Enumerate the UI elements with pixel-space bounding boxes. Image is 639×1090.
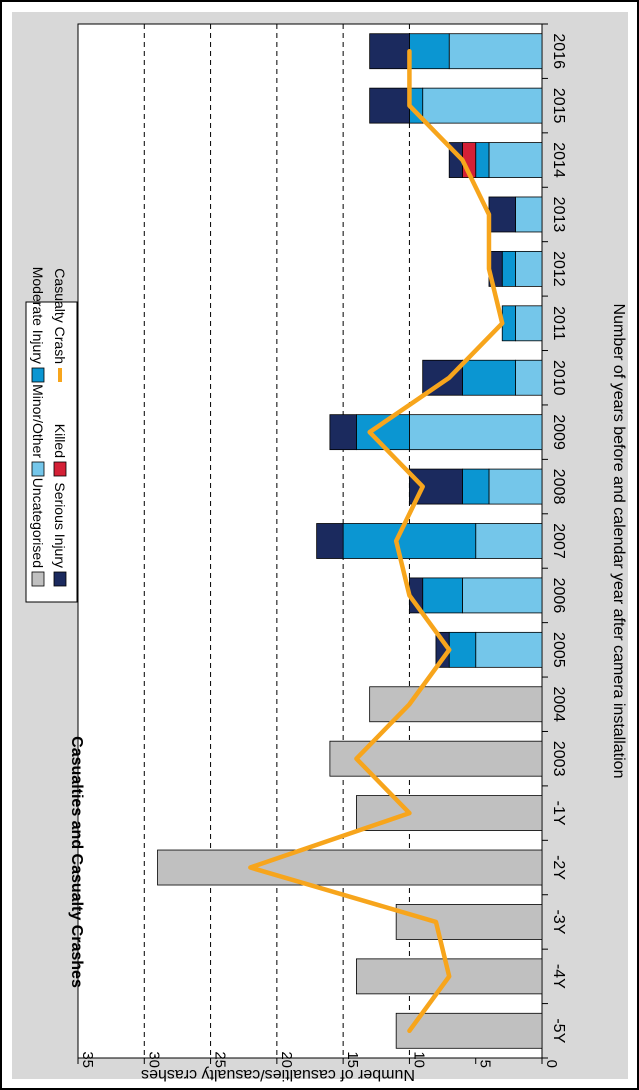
x-tick-label: 2012	[550, 251, 567, 287]
x-tick-label: 2016	[550, 33, 567, 69]
bar-segment	[515, 359, 543, 396]
x-axis-label: Number of years before and calendar year…	[610, 304, 627, 779]
x-tick-label: 2014	[550, 142, 567, 178]
plot-layer: 0 5 10 15 20 25 30 35 -5Y -4Y -3Y -2Y -1Y 2003 2004 200…	[77, 23, 567, 1068]
y-tick-label: 10	[410, 1051, 427, 1068]
legend-item: Casualty Crash	[52, 268, 68, 382]
x-tick-label: -4Y	[550, 964, 567, 989]
y-tick-label: 20	[278, 1051, 295, 1068]
bar-segment	[488, 468, 543, 505]
legend-swatch	[31, 367, 45, 383]
y-tick-label: 35	[79, 1051, 96, 1068]
x-tick-label: -1Y	[550, 801, 567, 826]
bar-segment	[329, 740, 543, 777]
legend-item: Serious Injury	[52, 482, 68, 587]
x-tick-label: 2011	[550, 306, 567, 341]
legend-label: Serious Injury	[52, 482, 68, 568]
x-tick-label: -3Y	[550, 909, 567, 934]
y-tick-label: 5	[477, 1060, 494, 1068]
bar-segment	[515, 305, 543, 342]
x-tick-label: 2010	[550, 360, 567, 396]
x-tick-label: 2007	[550, 523, 567, 559]
bar-segment	[395, 904, 543, 940]
x-tick-label: 2013	[550, 197, 567, 233]
legend: Uncategorised Serious Injury Minor/Other Ki…	[25, 267, 78, 603]
legend-box	[25, 301, 78, 603]
bar-segment	[475, 523, 543, 559]
bar-segment	[462, 577, 543, 614]
bar-segment	[422, 577, 463, 614]
bar-segment	[369, 87, 410, 124]
x-tick-label: 2003	[550, 741, 567, 777]
bar-segment	[515, 196, 543, 233]
bar-segment	[448, 33, 543, 70]
x-tick-label: 2009	[550, 414, 567, 450]
legend-item: Uncategorised	[30, 478, 46, 587]
bar-segment	[409, 414, 543, 451]
x-tick-label: 2006	[550, 578, 567, 614]
bar-segment	[329, 414, 357, 451]
bar-segment	[448, 631, 477, 668]
legend-item: Moderate Injury	[30, 267, 46, 383]
x-tick-label: -2Y	[550, 855, 567, 880]
y-tick-label: 15	[344, 1051, 361, 1068]
legend-label: Minor/Other	[30, 384, 46, 458]
legend-swatch	[31, 571, 45, 587]
legend-swatch	[31, 461, 45, 477]
y-axis-label: Number of casualties/casualty crashes	[141, 1066, 415, 1083]
chart-title: Casualties and Casualty Crashes	[68, 736, 85, 988]
bar-segment	[369, 33, 410, 70]
bar-segment	[355, 795, 543, 832]
y-tick-label: 0	[543, 1060, 560, 1068]
legend-swatch	[53, 571, 67, 587]
y-tick-label: 25	[212, 1051, 229, 1068]
bar-segment	[462, 468, 490, 505]
bar-segment	[475, 631, 543, 668]
bar-segment	[501, 250, 516, 287]
legend-label: Killed	[52, 424, 68, 458]
bar-segment	[409, 33, 450, 70]
x-tick-label: 2015	[550, 88, 567, 124]
legend-label: Casualty Crash	[52, 268, 68, 364]
legend-label: Moderate Injury	[30, 267, 46, 364]
x-tick-label: -5Y	[550, 1018, 567, 1043]
bar-segment	[515, 250, 543, 287]
bar-segment	[342, 523, 477, 559]
bar-segment	[157, 849, 543, 886]
legend-item: Killed	[52, 424, 68, 477]
x-tick-label: 2005	[550, 632, 567, 668]
y-tick-label: 30	[145, 1051, 162, 1068]
bar-segment	[488, 142, 543, 178]
bar-segment	[475, 142, 490, 178]
bar-segment	[316, 523, 344, 559]
legend-swatch	[53, 461, 67, 477]
legend-label: Uncategorised	[30, 478, 46, 568]
x-tick-label: 2008	[550, 469, 567, 505]
bar-segment	[462, 359, 516, 396]
legend-item: Minor/Other	[30, 384, 46, 477]
x-tick-label: 2004	[550, 686, 567, 722]
bar-segment	[488, 196, 516, 233]
bar-segment	[422, 87, 543, 124]
